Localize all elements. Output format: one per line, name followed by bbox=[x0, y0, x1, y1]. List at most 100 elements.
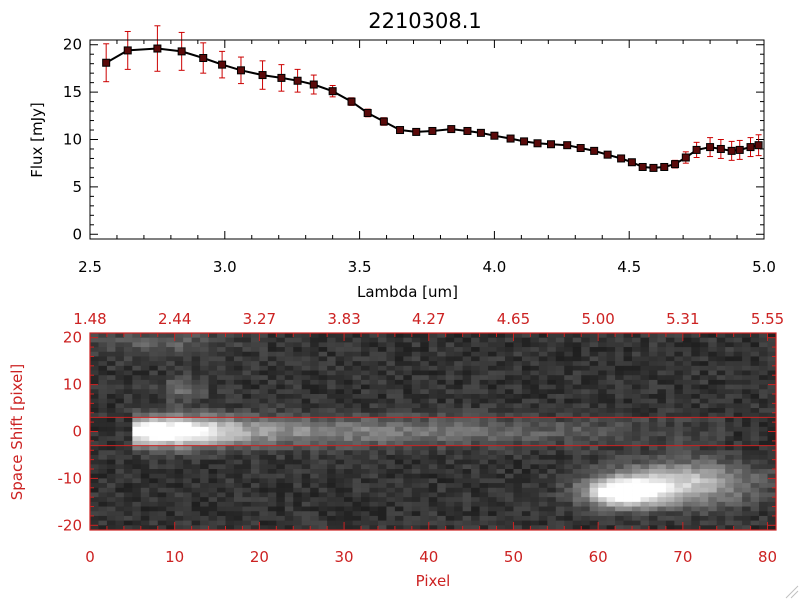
image-cell bbox=[106, 333, 116, 339]
image-cell bbox=[250, 379, 260, 385]
image-cell bbox=[174, 333, 184, 339]
image-cell bbox=[454, 473, 464, 479]
image-cell bbox=[250, 431, 260, 437]
image-cell bbox=[301, 389, 311, 395]
image-cell bbox=[157, 469, 167, 475]
image-cell bbox=[106, 351, 116, 357]
image-cell bbox=[361, 398, 370, 404]
image-cell bbox=[90, 440, 99, 446]
image-cell bbox=[183, 361, 193, 367]
image-cell bbox=[462, 422, 472, 428]
image-cell bbox=[454, 356, 464, 362]
flux-point bbox=[746, 143, 755, 152]
image-cell bbox=[200, 478, 209, 484]
image-cell bbox=[572, 478, 582, 484]
image-cell bbox=[572, 426, 582, 432]
image-cell bbox=[420, 347, 430, 353]
image-cell bbox=[572, 398, 582, 404]
image-cell bbox=[691, 375, 701, 381]
image-cell bbox=[504, 347, 514, 353]
image-cell bbox=[352, 445, 362, 451]
image-cell bbox=[386, 436, 396, 442]
image-cell bbox=[632, 487, 641, 493]
image-cell bbox=[174, 520, 184, 526]
image-cell bbox=[496, 417, 506, 423]
image-cell bbox=[504, 393, 514, 400]
image-cell bbox=[403, 478, 413, 484]
image-cell bbox=[327, 379, 337, 385]
image-cell bbox=[674, 501, 684, 507]
image-cell bbox=[174, 525, 184, 531]
image-cell bbox=[750, 464, 760, 470]
image-cell bbox=[708, 469, 718, 475]
image-cell bbox=[301, 333, 311, 339]
image-cell bbox=[615, 450, 624, 456]
image-cell bbox=[581, 483, 591, 489]
image-cell bbox=[471, 473, 480, 479]
image-cell bbox=[250, 520, 260, 526]
image-cell bbox=[437, 431, 447, 437]
image-cell bbox=[691, 454, 701, 461]
image-cell bbox=[327, 501, 337, 507]
image-cell bbox=[504, 408, 514, 414]
image-cell bbox=[259, 520, 269, 526]
image-cell bbox=[301, 440, 311, 446]
image-cell bbox=[301, 403, 311, 409]
image-cell bbox=[293, 417, 303, 423]
image-cell bbox=[513, 393, 523, 400]
image-cell bbox=[284, 487, 294, 493]
image-cell bbox=[437, 422, 447, 428]
image-cell bbox=[682, 384, 692, 390]
image-cell bbox=[369, 501, 379, 507]
image-cell bbox=[513, 464, 523, 470]
image-cell bbox=[471, 525, 480, 531]
image-cell bbox=[200, 440, 209, 446]
image-cell bbox=[615, 520, 624, 526]
image-cell bbox=[140, 492, 150, 498]
image-cell bbox=[327, 454, 337, 461]
flux-point bbox=[716, 144, 725, 153]
image-cell bbox=[293, 370, 303, 376]
image-cell bbox=[479, 347, 489, 353]
flux-point bbox=[638, 162, 647, 171]
image-cell bbox=[454, 515, 464, 522]
image-cell bbox=[725, 525, 735, 531]
image-cell bbox=[496, 347, 506, 353]
image-cell bbox=[674, 440, 684, 446]
image-cell bbox=[471, 469, 480, 475]
image-cell bbox=[420, 412, 430, 418]
image-cell bbox=[284, 525, 294, 531]
image-cell bbox=[454, 520, 464, 526]
image-cell bbox=[606, 351, 616, 357]
image-cell bbox=[293, 384, 303, 390]
image-cell bbox=[479, 501, 489, 507]
image-cell bbox=[665, 450, 675, 456]
image-cell bbox=[428, 492, 438, 498]
image-cell bbox=[242, 520, 252, 526]
image-cell bbox=[267, 464, 277, 470]
resize-grip-icon[interactable] bbox=[785, 585, 799, 599]
image-cell bbox=[98, 384, 108, 390]
image-cell bbox=[632, 403, 641, 409]
image-cell bbox=[115, 412, 125, 418]
image-cell bbox=[428, 412, 438, 418]
image-cell bbox=[250, 393, 260, 400]
image-cell bbox=[250, 408, 260, 414]
image-cell bbox=[767, 464, 777, 470]
image-cell bbox=[276, 459, 286, 465]
image-cell bbox=[132, 501, 142, 507]
image-cell bbox=[377, 408, 387, 414]
image-cell bbox=[174, 469, 184, 475]
image-cell bbox=[564, 365, 574, 371]
image-cell bbox=[411, 333, 421, 339]
image-cell bbox=[310, 393, 320, 400]
image-cell bbox=[123, 515, 133, 522]
image-cell bbox=[327, 520, 337, 526]
image-cell bbox=[157, 487, 167, 493]
image-cell bbox=[403, 473, 413, 479]
image-cell bbox=[276, 384, 286, 390]
image-cell bbox=[657, 398, 667, 404]
image-cell bbox=[157, 347, 167, 353]
image-cell bbox=[479, 403, 489, 409]
image-cell bbox=[496, 520, 506, 526]
